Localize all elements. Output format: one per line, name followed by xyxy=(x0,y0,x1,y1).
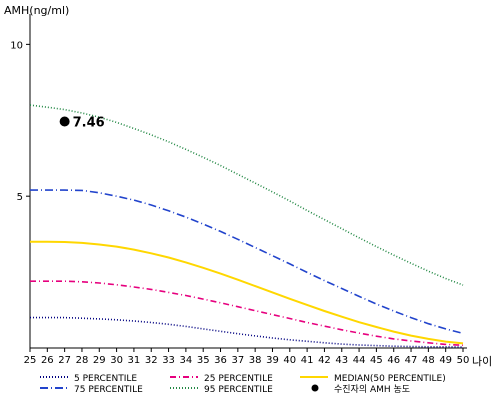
series-line xyxy=(30,316,464,348)
x-tick-label: 45 xyxy=(370,355,383,366)
series-line xyxy=(30,280,464,347)
x-tick-label: 31 xyxy=(128,355,141,366)
x-tick-label: 36 xyxy=(214,355,227,366)
y-axis-label: AMH(ng/ml) xyxy=(4,4,69,17)
legend-point-marker xyxy=(311,384,319,392)
y-tick-label: 5 xyxy=(17,192,23,203)
series-line xyxy=(30,189,464,335)
x-tick-label: 30 xyxy=(110,355,123,366)
x-tick-label: 49 xyxy=(439,355,452,366)
legend-label: 95 PERCENTILE xyxy=(204,385,273,395)
x-tick-label: 42 xyxy=(318,355,331,366)
series-line xyxy=(29,104,464,286)
x-axis-label: 나이 xyxy=(472,355,492,368)
legend-label: 수진자의 AMH 농도 xyxy=(334,384,410,395)
patient-amh-point xyxy=(59,116,70,127)
legend-label: 5 PERCENTILE xyxy=(74,374,137,384)
x-tick-label: 37 xyxy=(231,355,244,366)
legend: 5 PERCENTILE 25 PERCENTILE MEDIAN(50 PERCE… xyxy=(40,374,446,395)
legend-label: 75 PERCENTILE xyxy=(74,385,143,395)
x-tick-label: 38 xyxy=(249,355,262,366)
y-tick-label: 10 xyxy=(10,40,23,51)
x-tick-label: 40 xyxy=(283,355,296,366)
x-tick-label: 33 xyxy=(162,355,175,366)
x-tick-label: 46 xyxy=(387,355,400,366)
x-tick-label: 48 xyxy=(422,355,435,366)
legend-label: MEDIAN(50 PERCENTILE) xyxy=(334,374,446,384)
x-tick-label: 26 xyxy=(41,355,54,366)
x-tick-label: 29 xyxy=(93,355,106,366)
x-tick-label: 27 xyxy=(58,355,71,366)
x-tick-label: 47 xyxy=(405,355,418,366)
series-layer xyxy=(29,104,464,348)
legend-label: 25 PERCENTILE xyxy=(204,374,273,384)
x-tick-label: 35 xyxy=(197,355,210,366)
x-tick-label: 28 xyxy=(76,355,89,366)
point-layer: 7.46 xyxy=(59,115,105,130)
x-tick-label: 34 xyxy=(180,355,193,366)
x-tick-label: 43 xyxy=(335,355,348,366)
series-line xyxy=(30,240,464,345)
x-tick-label: 50 xyxy=(457,355,470,366)
axes: 5 10 25 26 27 28 29 30 31 32 33 34 35 36 37 38 39 40 41 42 4… xyxy=(10,14,469,366)
x-tick-label: 44 xyxy=(353,355,366,366)
x-tick-label: 32 xyxy=(145,355,158,366)
x-tick-label: 39 xyxy=(266,355,279,366)
x-tick-label: 25 xyxy=(24,355,37,366)
patient-amh-value-label: 7.46 xyxy=(73,115,105,130)
x-tick-label: 41 xyxy=(301,355,314,366)
